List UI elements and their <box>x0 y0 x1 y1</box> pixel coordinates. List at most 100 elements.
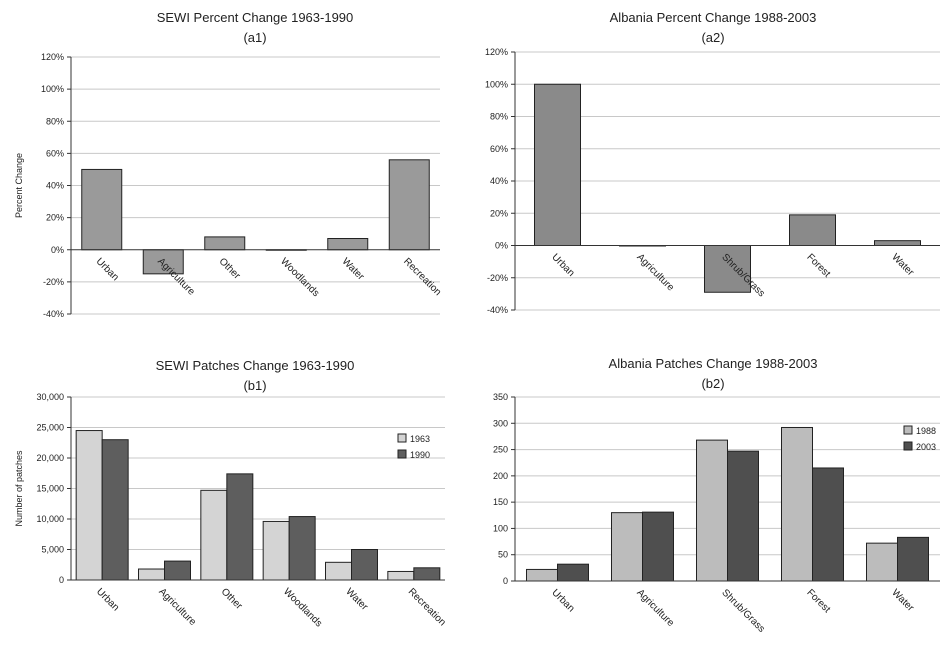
y-tick-label: 0% <box>51 245 64 255</box>
y-tick-label: 100% <box>41 84 64 94</box>
bar-urban-1988 <box>526 568 558 582</box>
bar-water-1963 <box>325 561 352 581</box>
chart-subtitle: (a2) <box>701 30 724 45</box>
category-label: Agriculture <box>634 252 676 294</box>
bar-other-1963 <box>200 489 228 581</box>
chart-title: SEWI Percent Change 1963-1990 <box>157 10 354 25</box>
bar-forest-1988 <box>781 426 813 582</box>
bar-water-1988 <box>866 542 898 582</box>
bar-agriculture-1988 <box>611 512 643 582</box>
y-tick-label: 120% <box>485 47 508 57</box>
y-tick-label: -40% <box>487 305 508 315</box>
y-tick-label: 40% <box>490 176 508 186</box>
y-tick-label: 0 <box>503 576 508 586</box>
y-tick-label: 60% <box>46 148 64 158</box>
y-tick-label: 0 <box>59 575 64 585</box>
category-label: Shrub/Grass <box>719 587 766 634</box>
chart-b2: Albania Patches Change 1988-2003 (b2) 0 50 1… <box>493 356 940 635</box>
y-tick-label: 10,000 <box>36 514 64 524</box>
bar-water-2003 <box>897 536 929 582</box>
bar-other-1990 <box>226 473 254 581</box>
chart-a1: SEWI Percent Change 1963-1990 (a1) Percent… <box>14 10 443 319</box>
bar-forest <box>789 214 836 247</box>
legend-label: 2003 <box>916 442 936 452</box>
y-tick-label: -40% <box>43 309 64 319</box>
y-axis-label: Percent Change <box>14 153 24 218</box>
legend: 1963 1990 <box>397 433 430 460</box>
chart-a2: Albania Percent Change 1988-2003 (a2) -40%… <box>485 10 940 315</box>
y-tick-label: 80% <box>490 112 508 122</box>
category-label: Water <box>889 587 916 614</box>
y-tick-label: 15,000 <box>36 484 64 494</box>
category-label: Water <box>340 256 367 283</box>
y-tick-label: 80% <box>46 116 64 126</box>
bar-woodlands-1990 <box>288 516 316 581</box>
bar-urban <box>534 83 581 246</box>
category-label: Agriculture <box>634 587 676 629</box>
bar-woodlands-1963 <box>262 520 290 581</box>
bar-agriculture-1990 <box>164 560 191 581</box>
y-tick-label: 120% <box>41 52 64 62</box>
legend-swatch-1990 <box>397 449 407 459</box>
category-label: Other <box>217 256 243 282</box>
y-tick-label: 25,000 <box>36 423 64 433</box>
chart-b1: SEWI Patches Change 1963-1990 (b1) Number … <box>14 358 448 629</box>
category-label: Woodlands <box>278 256 321 299</box>
y-tick-label: 350 <box>493 392 508 402</box>
bar-urban <box>81 168 123 251</box>
y-tick-label: 50 <box>498 550 508 560</box>
legend-label: 1990 <box>410 450 430 460</box>
y-tick-label: 20% <box>46 213 64 223</box>
bar-water <box>874 240 921 247</box>
y-tick-label: 100% <box>485 79 508 89</box>
category-label: Water <box>343 586 370 613</box>
category-label: Recreation <box>406 586 448 628</box>
y-tick-label: 0% <box>495 241 508 251</box>
category-label: Recreation <box>401 256 443 298</box>
chart-subtitle: (b2) <box>701 376 724 391</box>
y-tick-label: -20% <box>43 277 64 287</box>
bar-water-1990 <box>351 549 378 581</box>
bar-recreation-1990 <box>413 567 441 581</box>
category-label: Urban <box>94 256 121 283</box>
y-tick-label: 250 <box>493 445 508 455</box>
bar-other <box>204 236 246 251</box>
bar-water <box>327 238 369 251</box>
category-label: Forest <box>804 252 832 280</box>
bar-agriculture-1963 <box>138 568 165 581</box>
y-tick-label: 300 <box>493 418 508 428</box>
bar-forest-2003 <box>812 467 844 582</box>
bar-recreation-1963 <box>387 570 415 581</box>
y-tick-label: -20% <box>487 273 508 283</box>
y-tick-label: 200 <box>493 471 508 481</box>
chart-title: Albania Patches Change 1988-2003 <box>609 356 818 371</box>
y-tick-label: 20% <box>490 208 508 218</box>
bar-shrub-grass <box>704 245 751 293</box>
chart-subtitle: (b1) <box>243 378 266 393</box>
bar-urban-1963 <box>75 430 103 581</box>
category-label: Urban <box>549 587 576 614</box>
y-tick-label: 20,000 <box>36 453 64 463</box>
bar-urban-1990 <box>101 439 129 581</box>
legend: 1988 2003 <box>903 425 936 452</box>
category-label: Water <box>889 252 916 279</box>
y-tick-label: 5,000 <box>41 545 64 555</box>
legend-label: 1988 <box>916 426 936 436</box>
category-label: Urban <box>94 586 121 613</box>
y-axis-label: Number of patches <box>14 450 24 527</box>
bar-shrub-grass-1988 <box>696 439 728 582</box>
chart-title: SEWI Patches Change 1963-1990 <box>156 358 355 373</box>
legend-swatch-2003 <box>903 441 913 451</box>
y-tick-label: 30,000 <box>36 392 64 402</box>
y-tick-label: 60% <box>490 144 508 154</box>
legend-swatch-1963 <box>397 433 407 443</box>
chart-title: Albania Percent Change 1988-2003 <box>610 10 817 25</box>
chart-subtitle: (a1) <box>243 30 266 45</box>
y-tick-label: 150 <box>493 497 508 507</box>
legend-label: 1963 <box>410 434 430 444</box>
category-label: Urban <box>549 252 576 279</box>
category-label: Other <box>219 586 245 612</box>
y-tick-label: 40% <box>46 181 64 191</box>
bar-shrub-grass-2003 <box>727 450 759 582</box>
